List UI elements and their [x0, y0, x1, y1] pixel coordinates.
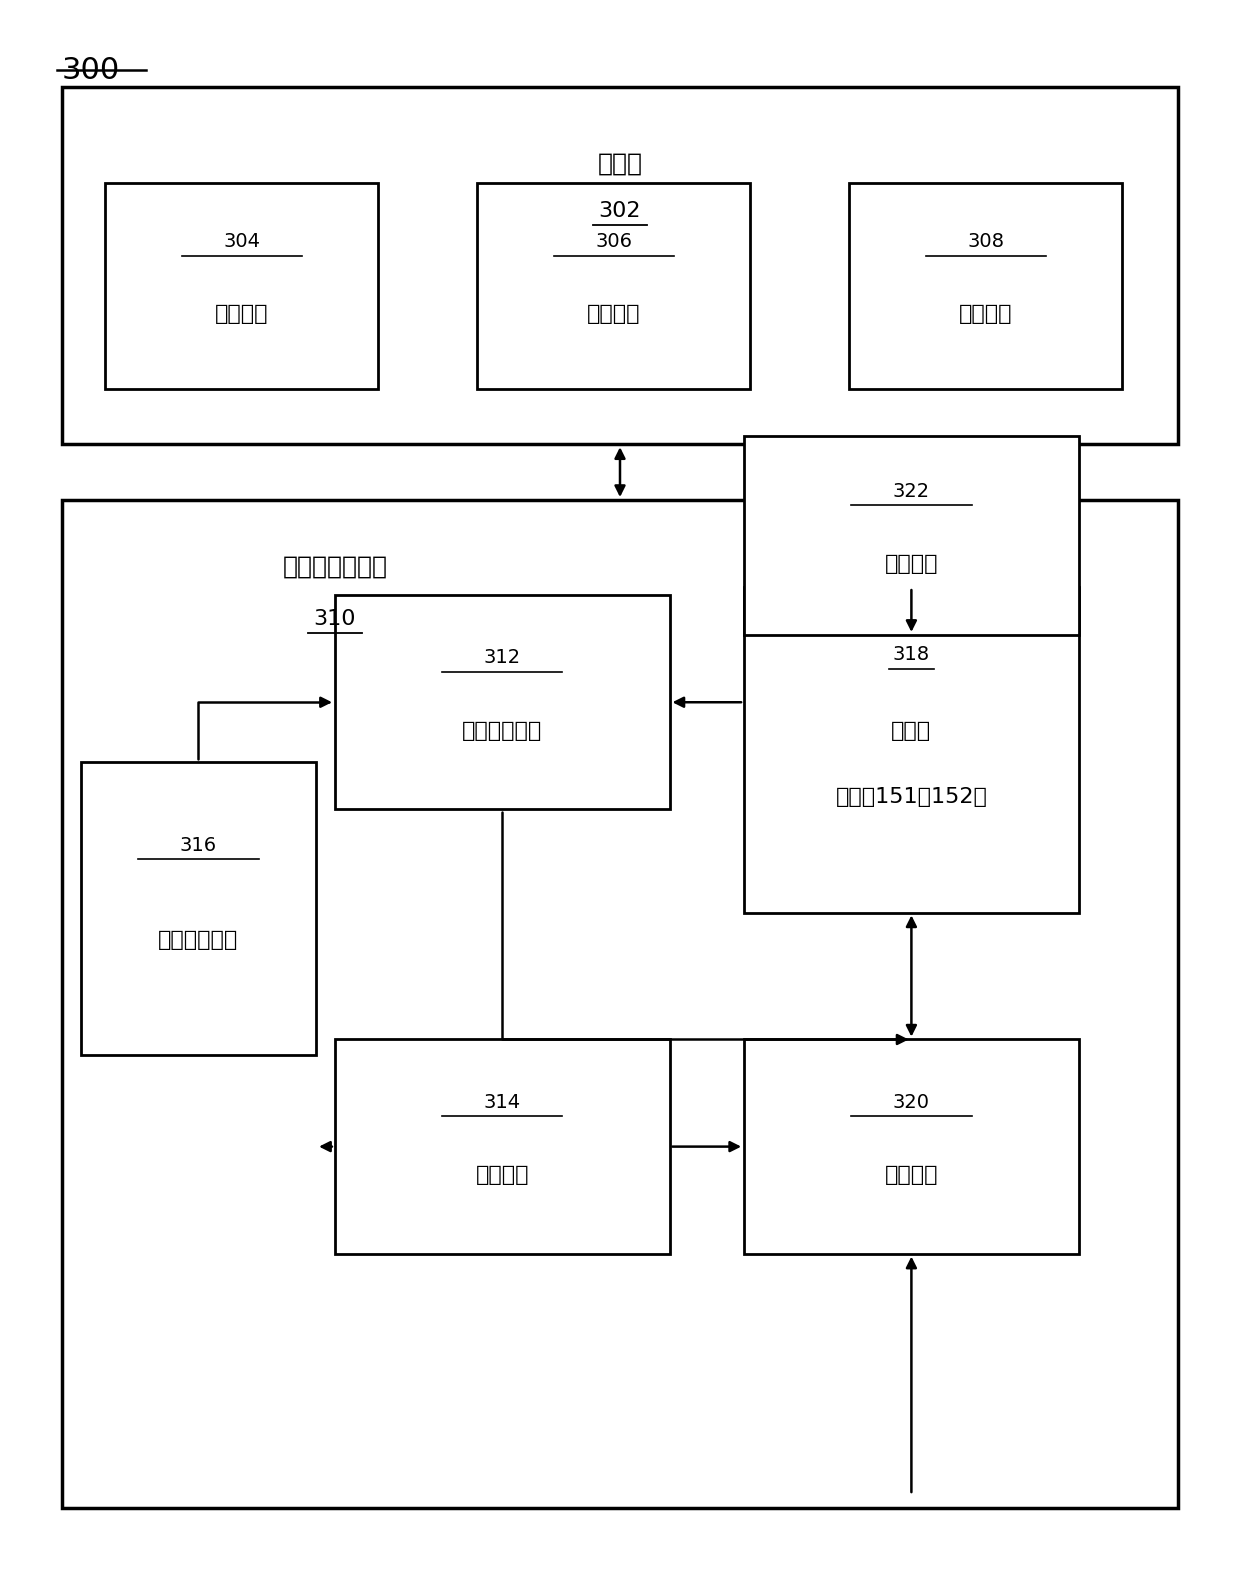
Text: 知识库: 知识库 [598, 151, 642, 176]
Text: 312: 312 [484, 649, 521, 667]
FancyBboxPatch shape [849, 183, 1122, 389]
FancyBboxPatch shape [335, 595, 670, 809]
Text: 316: 316 [180, 836, 217, 854]
Text: 304: 304 [223, 232, 260, 251]
FancyBboxPatch shape [744, 436, 1079, 635]
Text: 302: 302 [599, 202, 641, 221]
Text: 318: 318 [893, 646, 930, 663]
Text: 剂量分布: 剂量分布 [884, 1165, 939, 1185]
FancyBboxPatch shape [62, 87, 1178, 444]
Text: 322: 322 [893, 482, 930, 500]
Text: 优化器: 优化器 [892, 720, 931, 741]
Text: 320: 320 [893, 1093, 930, 1111]
FancyBboxPatch shape [81, 762, 316, 1055]
FancyBboxPatch shape [744, 587, 1079, 913]
Text: 统计模型: 统计模型 [959, 305, 1013, 324]
Text: 当前患者记录: 当前患者记录 [463, 720, 542, 741]
Text: 处理计划: 处理计划 [884, 554, 939, 574]
FancyBboxPatch shape [744, 1039, 1079, 1254]
Text: 处理规划工具集: 处理规划工具集 [283, 554, 387, 579]
FancyBboxPatch shape [335, 1039, 670, 1254]
Text: 310: 310 [314, 609, 356, 628]
Text: 处理类型: 处理类型 [475, 1165, 529, 1185]
Text: 患者记录: 患者记录 [215, 305, 269, 324]
FancyBboxPatch shape [477, 183, 750, 389]
Text: 308: 308 [967, 232, 1004, 251]
Text: 医学图像处理: 医学图像处理 [159, 930, 238, 951]
Text: 314: 314 [484, 1093, 521, 1111]
FancyBboxPatch shape [62, 500, 1178, 1508]
Text: （模型151和152）: （模型151和152） [836, 787, 987, 808]
Text: 处理类型: 处理类型 [587, 305, 641, 324]
Text: 306: 306 [595, 232, 632, 251]
FancyBboxPatch shape [105, 183, 378, 389]
Text: 300: 300 [62, 56, 120, 84]
